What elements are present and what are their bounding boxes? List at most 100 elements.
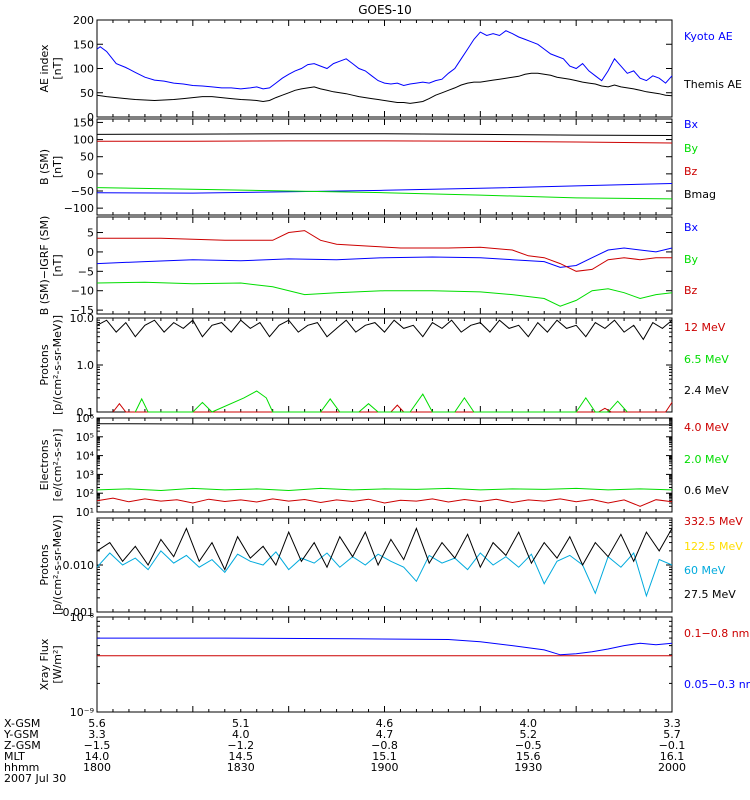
y-tick-label: 0.1 (77, 406, 95, 419)
legend-blue: Bx (684, 118, 699, 131)
series-line-blue (97, 637, 673, 656)
footer-value: 2000 (658, 761, 686, 774)
legend-blue: 0.05−0.3 nm (684, 678, 750, 691)
footer-value: 16.1 (660, 750, 685, 763)
footer-row-label: hhmm (4, 761, 39, 774)
y-axis-unit: [nT] (51, 57, 64, 79)
legend-black: Bmag (684, 188, 716, 201)
panel-electrons: 10¹ 10² 10³ 10⁴ 10⁵ 10⁶ Electrons [e/(cm²-s-sr)… (38, 412, 729, 519)
panel-b-minus-igrf: −15 −10 −5 0 5 B (SM)−IGRF (SM) [nT] Bx By Bz (38, 216, 699, 317)
y-tick-label: 50 (80, 151, 94, 164)
legend-red: 4.0 MeV (684, 421, 729, 434)
y-axis-unit: [nT] (51, 254, 64, 276)
y-tick-label: 0.001 (63, 606, 95, 619)
y-tick-label: 100 (73, 63, 94, 76)
legend-black: 0.6 MeV (684, 484, 729, 497)
y-tick-label: 10² (76, 487, 94, 500)
series-line-red (96, 497, 673, 507)
y-axis-title: Xray Flux (38, 638, 51, 690)
series-line-green (96, 487, 673, 492)
series-line-black (96, 133, 673, 136)
y-tick-label: 50 (80, 87, 94, 100)
legend-blue: Kyoto AE (684, 30, 733, 43)
legend-black: 2.4 MeV (684, 384, 729, 397)
footer-row-label: MLT (4, 750, 25, 763)
y-axis-unit: [p/(cm²-s-sr-MeV)] (51, 515, 64, 615)
footer-row-label: Y-GSM (3, 728, 39, 741)
series-line-black (96, 423, 673, 426)
y-tick-label: 0 (87, 168, 94, 181)
y-tick-label: 0 (87, 111, 94, 124)
footer-value: 4.6 (376, 717, 394, 730)
y-axis-title: Protons (38, 544, 51, 585)
y-tick-label: 10⁻⁸ (70, 611, 95, 624)
panel-ae-index: 0 50 100 150 200 AE index [nT] Kyoto AE Themis A… (38, 14, 742, 124)
y-tick-label: −100 (64, 202, 94, 215)
y-tick-label: −50 (71, 185, 94, 198)
y-axis-unit: [e/(cm²-s-sr)] (51, 429, 64, 502)
panel-frame (96, 417, 673, 513)
legend-green: 6.5 MeV (684, 353, 729, 366)
y-axis-title: AE index (38, 44, 51, 93)
series-line-red (97, 140, 673, 144)
y-tick-label: 10⁵ (76, 431, 94, 444)
footer-value: 1830 (227, 761, 255, 774)
footer-value: −0.1 (659, 739, 686, 752)
y-tick-label: 5 (87, 227, 94, 240)
legend-red: Bz (684, 284, 698, 297)
footer-value: 1930 (514, 761, 542, 774)
panel-b-sm: −100 −50 0 50 100 150 B (SM) [nT] Bx By Bz Bmag (38, 116, 716, 216)
y-tick-label: −10 (71, 285, 94, 298)
y-tick-label: −5 (78, 265, 94, 278)
legend-blue: Bx (684, 221, 699, 234)
y-axis-unit: [W/m²] (51, 645, 64, 683)
series-line-black (96, 527, 673, 571)
legend-black: Themis AE (683, 78, 742, 91)
footer-value: 3.3 (663, 717, 681, 730)
y-tick-label: 200 (73, 14, 94, 27)
legend-yellow: 122.5 MeV (684, 540, 743, 553)
panel-protons-low: 0.1 1.0 10.0 Protons [p/(cm²-s-sr-MeV)] 12 Me… (38, 312, 729, 419)
footer-value: 1900 (371, 761, 399, 774)
y-tick-label: 0 (87, 246, 94, 259)
footer-value: 5.1 (232, 717, 250, 730)
footer-value: −1.5 (84, 739, 111, 752)
y-tick-label: 10⁻⁹ (70, 706, 94, 719)
footer-value: 15.6 (516, 750, 541, 763)
footer-row-label: X-GSM (4, 717, 40, 730)
y-axis-unit: [nT] (51, 156, 64, 178)
footer-value: 14.0 (85, 750, 110, 763)
y-tick-label: 10¹ (76, 506, 94, 519)
footer-value: −1.2 (227, 739, 254, 752)
series-line-cyan (96, 550, 673, 598)
y-tick-label: 150 (73, 38, 94, 51)
series-line-green (134, 390, 628, 413)
y-tick-label: 100 (73, 134, 94, 147)
panel-frame (96, 19, 673, 118)
panel-frame (96, 216, 673, 315)
panel-frame (96, 517, 673, 613)
legend-green: By (684, 253, 699, 266)
y-tick-label: 0.010 (63, 559, 95, 572)
legend-black: 27.5 MeV (684, 588, 736, 601)
y-tick-label: −15 (71, 304, 94, 317)
y-axis-title: Protons (38, 344, 51, 385)
y-tick-label: 1.0 (77, 359, 95, 372)
footer-value: 4.0 (232, 728, 250, 741)
y-tick-label: 10⁴ (76, 450, 95, 463)
legend-red: 12 MeV (684, 321, 726, 334)
series-line-red (97, 230, 672, 272)
legend-cyan: 60 MeV (684, 564, 726, 577)
footer-value: 14.5 (229, 750, 254, 763)
series-line-black (96, 72, 673, 104)
footer-row-label: Z-GSM (4, 739, 41, 752)
y-tick-label: 10³ (76, 468, 94, 481)
series-line-red (112, 402, 673, 413)
y-axis-title: Electrons (38, 439, 51, 490)
series-line-green (96, 281, 673, 307)
footer-value: 5.6 (88, 717, 106, 730)
legend-green: 2.0 MeV (684, 453, 729, 466)
series-line-blue (96, 30, 673, 90)
